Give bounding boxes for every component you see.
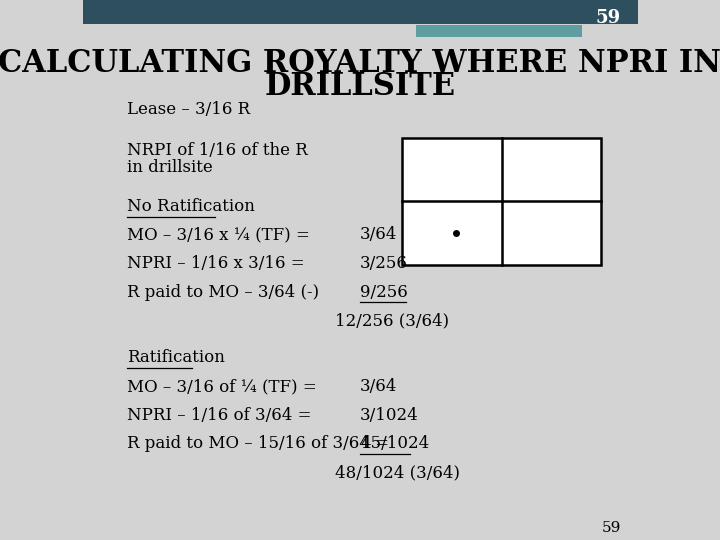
Text: NPRI – 1/16 x 3/16 =: NPRI – 1/16 x 3/16 = [127,255,305,272]
Text: 59: 59 [601,521,621,535]
Text: 48/1024 (3/64): 48/1024 (3/64) [335,464,460,481]
Text: R paid to MO – 15/16 of 3/64 =: R paid to MO – 15/16 of 3/64 = [127,435,389,453]
Bar [402,138,601,265]
Text: Ratification: Ratification [127,349,225,367]
Text: in drillsite: in drillsite [127,159,212,176]
Text: 3/64: 3/64 [360,226,397,244]
Text: 12/256 (3/64): 12/256 (3/64) [335,312,449,329]
Text: MO – 3/16 x ¼ (TF) =: MO – 3/16 x ¼ (TF) = [127,226,310,244]
Text: 45/1024: 45/1024 [360,435,429,453]
Text: R paid to MO – 3/64 (-): R paid to MO – 3/64 (-) [127,284,319,301]
Text: 9/256: 9/256 [360,284,408,301]
Text: MO – 3/16 of ¼ (TF) =: MO – 3/16 of ¼ (TF) = [127,378,317,395]
FancyBboxPatch shape [415,25,582,37]
Text: 3/1024: 3/1024 [360,407,419,424]
Text: 59: 59 [595,9,621,27]
Text: NRPI of 1/16 of the R: NRPI of 1/16 of the R [127,141,307,159]
Text: DRILLSITE: DRILLSITE [264,71,456,102]
Text: NPRI – 1/16 of 3/64 =: NPRI – 1/16 of 3/64 = [127,407,311,424]
Text: Lease – 3/16 R: Lease – 3/16 R [127,100,250,118]
Text: 3/64: 3/64 [360,378,397,395]
Text: CALCULATING ROYALTY WHERE NPRI IN: CALCULATING ROYALTY WHERE NPRI IN [0,48,720,79]
FancyBboxPatch shape [83,0,637,24]
Text: 3/256: 3/256 [360,255,408,272]
Text: No Ratification: No Ratification [127,198,255,215]
